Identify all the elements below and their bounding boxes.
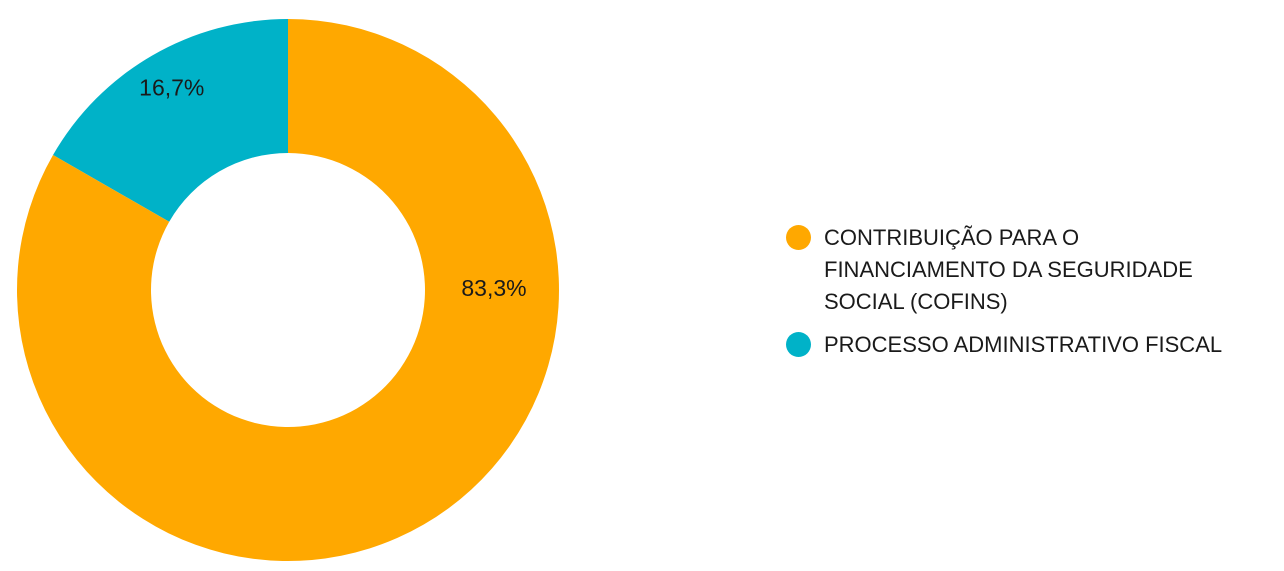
donut-slices — [17, 19, 560, 561]
legend-swatch-cofins — [786, 225, 811, 250]
slice-label-cofins: 83,3% — [461, 275, 526, 301]
legend-label-processo-administrativo-fiscal: PROCESSO ADMINISTRATIVO FISCAL — [824, 332, 1223, 357]
slice-processo-administrativo-fiscal — [53, 19, 289, 222]
chart-legend: CONTRIBUIÇÃO PARA O FINANCIAMENTO DA SEG… — [786, 222, 1281, 372]
legend-label-cofins: CONTRIBUIÇÃO PARA O FINANCIAMENTO DA SEG… — [824, 225, 1193, 314]
legend-item-processo-administrativo-fiscal: PROCESSO ADMINISTRATIVO FISCAL — [786, 329, 1281, 361]
donut-slice-labels: 16,7% 83,3% — [139, 74, 526, 301]
legend-swatch-processo-administrativo-fiscal — [786, 332, 811, 357]
legend-item-cofins: CONTRIBUIÇÃO PARA O FINANCIAMENTO DA SEG… — [786, 222, 1281, 318]
slice-label-processo-administrativo-fiscal: 16,7% — [139, 74, 204, 100]
donut-chart: 16,7% 83,3% — [17, 19, 560, 561]
slice-cofins — [17, 19, 560, 561]
